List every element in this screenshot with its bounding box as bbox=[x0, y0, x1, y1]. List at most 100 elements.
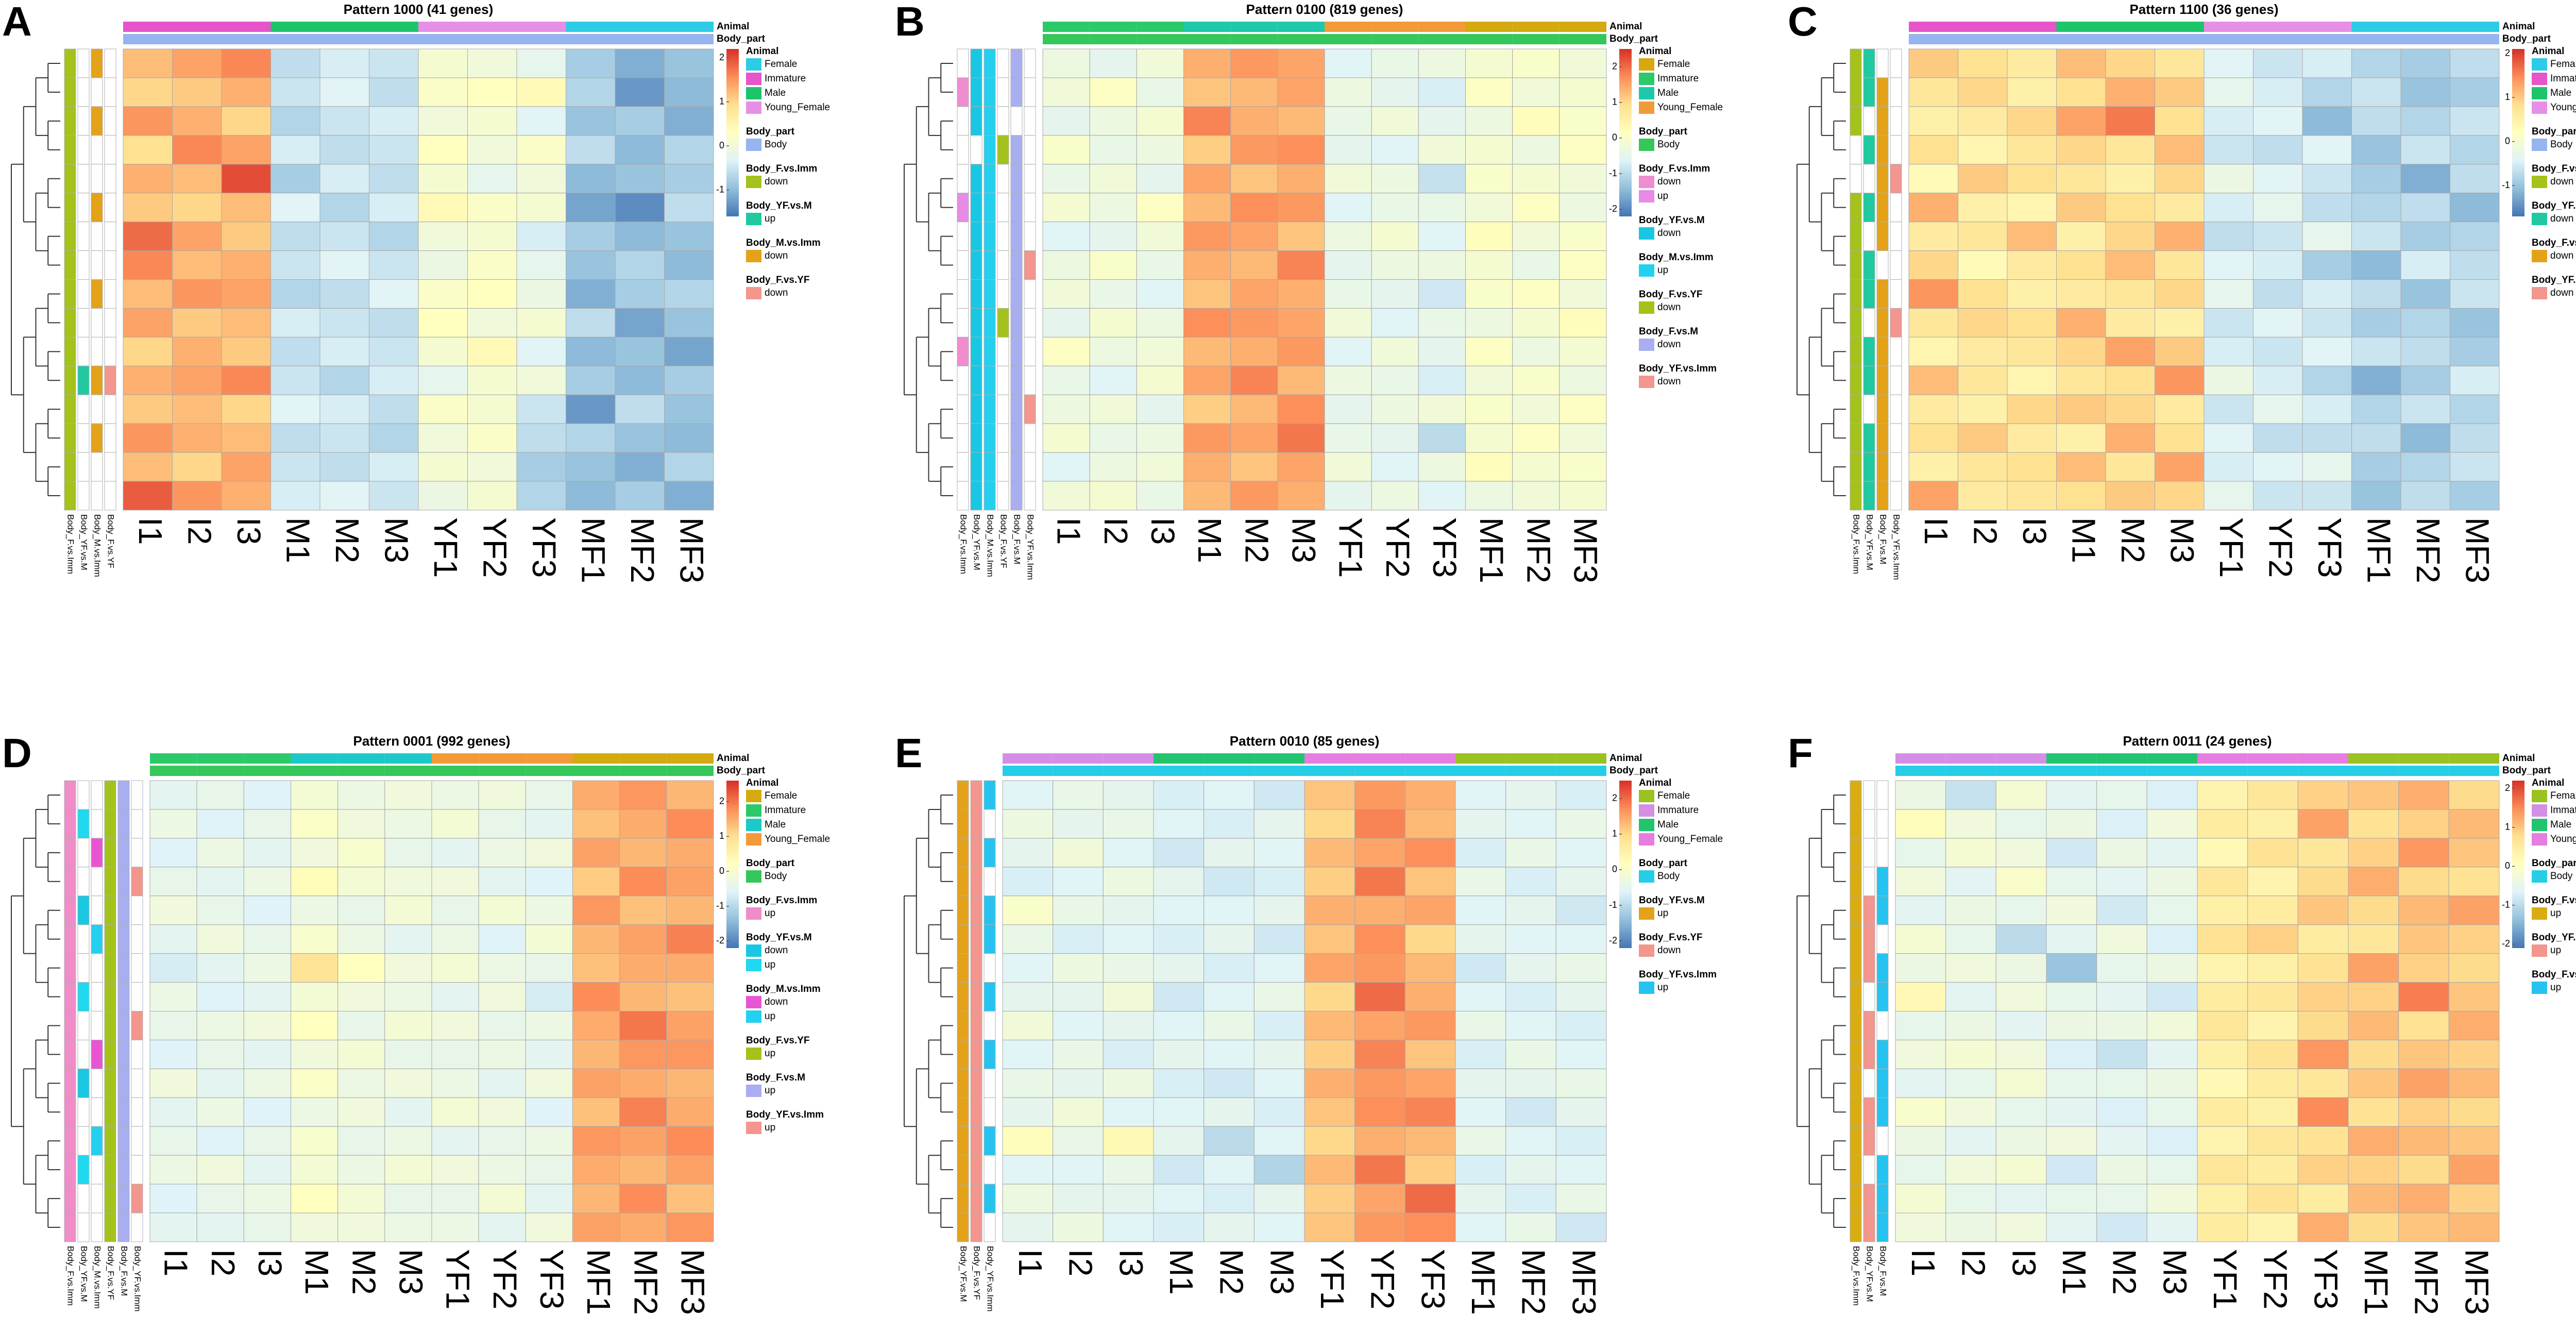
heatmap-cell bbox=[1204, 1039, 1255, 1069]
row-annotation-cell bbox=[997, 452, 1009, 482]
legend-title: Body_YF.vs.Imm bbox=[1639, 969, 1717, 980]
heatmap-cell bbox=[369, 423, 419, 453]
column-annotation-name: Animal bbox=[1609, 753, 1642, 764]
column-annotation-cell bbox=[1230, 34, 1278, 44]
legend-label: Female bbox=[1657, 790, 1690, 801]
heatmap-cell bbox=[1230, 481, 1278, 511]
row-annotation-cell bbox=[64, 481, 76, 511]
row-annotation-cell bbox=[91, 193, 103, 223]
heatmap-cell bbox=[1230, 423, 1278, 453]
row-annotation-cell bbox=[91, 953, 103, 983]
heatmap-cell bbox=[2253, 308, 2303, 337]
heatmap-cell bbox=[172, 77, 222, 107]
heatmap-cell bbox=[319, 336, 369, 366]
heatmap-cell bbox=[1455, 1097, 1506, 1127]
column-annotation-cell bbox=[2204, 34, 2253, 44]
heatmap-cell bbox=[1505, 953, 1556, 983]
column-annotation-cell bbox=[1043, 22, 1090, 32]
heatmap-cell bbox=[2351, 77, 2401, 107]
heatmap-cell bbox=[1204, 896, 1255, 925]
heatmap-cell bbox=[1895, 780, 1946, 810]
column-annotation-cell bbox=[1304, 766, 1355, 776]
column-annotation-cell bbox=[1254, 753, 1304, 764]
column-label: I2 bbox=[181, 517, 218, 545]
row-annotation-cell bbox=[1876, 780, 1889, 810]
row-annotation-cell bbox=[77, 365, 90, 395]
heatmap-cell bbox=[2096, 1097, 2147, 1127]
row-annotation-cell bbox=[1863, 164, 1875, 194]
column-label: YF2 bbox=[2262, 517, 2299, 578]
heatmap-cell bbox=[291, 1212, 338, 1242]
heatmap-cell bbox=[1465, 365, 1513, 395]
legend-swatch bbox=[1639, 339, 1654, 351]
heatmap-cell bbox=[2046, 1097, 2097, 1127]
heatmap-cell bbox=[1945, 896, 1996, 925]
heatmap-cell bbox=[1089, 135, 1137, 165]
heatmap-cell bbox=[2400, 250, 2450, 280]
heatmap-cell bbox=[270, 193, 320, 223]
heatmap-cell bbox=[619, 1011, 667, 1040]
heatmap-cell bbox=[1895, 924, 1946, 954]
column-annotation-cell bbox=[1418, 34, 1466, 44]
heatmap-cell bbox=[2253, 193, 2303, 223]
legend-swatch bbox=[746, 1122, 761, 1134]
heatmap-cell bbox=[149, 1212, 197, 1242]
heatmap-cell bbox=[123, 193, 173, 223]
heatmap-cell bbox=[666, 953, 714, 983]
heatmap-cell bbox=[2096, 780, 2147, 810]
heatmap-cell bbox=[1053, 924, 1104, 954]
row-annotation-name: Body_F.vs.YF bbox=[106, 1246, 116, 1300]
legend-label: down bbox=[765, 250, 788, 261]
column-annotation-cell bbox=[2449, 753, 2499, 764]
heatmap-cell bbox=[2056, 452, 2106, 482]
row-annotation-cell bbox=[1876, 308, 1889, 337]
column-annotation-cell bbox=[1154, 766, 1204, 776]
row-annotation-cell bbox=[77, 809, 90, 839]
heatmap-cell bbox=[1945, 867, 1996, 897]
heatmap-cell bbox=[1958, 222, 2008, 251]
row-annotation-cell bbox=[970, 394, 982, 424]
row-annotation-cell bbox=[1863, 250, 1875, 280]
heatmap-cell bbox=[525, 838, 573, 868]
heatmap-cell bbox=[2302, 193, 2352, 223]
heatmap-cell bbox=[1958, 48, 2008, 78]
row-annotation-cell bbox=[984, 106, 996, 136]
row-annotation-cell bbox=[104, 1011, 116, 1040]
heatmap-cell bbox=[418, 365, 468, 395]
legend-swatch bbox=[1639, 190, 1654, 202]
row-annotation-cell bbox=[970, 1184, 982, 1213]
heatmap-cell bbox=[243, 780, 292, 810]
heatmap-cell bbox=[525, 1184, 573, 1213]
column-annotation-cell bbox=[467, 34, 517, 44]
column-annotation-cell bbox=[1003, 753, 1053, 764]
heatmap-cell bbox=[418, 308, 468, 337]
legend-title: Body_part bbox=[746, 858, 795, 869]
heatmap-cell bbox=[319, 77, 369, 107]
row-annotation-cell bbox=[984, 953, 996, 983]
heatmap-cell bbox=[1183, 222, 1231, 251]
heatmap-cell bbox=[1908, 222, 1958, 251]
column-annotation-cell bbox=[1137, 22, 1184, 32]
row-annotation-cell bbox=[997, 106, 1009, 136]
column-annotation-cell bbox=[320, 22, 369, 32]
heatmap-cell bbox=[2253, 250, 2303, 280]
row-annotation-cell bbox=[64, 77, 76, 107]
column-annotation-cell bbox=[2046, 753, 2097, 764]
row-annotation-cell bbox=[104, 365, 116, 395]
row-annotation-name: Body_F.vs.YF bbox=[972, 1246, 982, 1300]
heatmap-cell bbox=[2297, 1212, 2349, 1242]
heatmap-cell bbox=[319, 106, 369, 136]
row-annotation-cell bbox=[1863, 1011, 1875, 1040]
heatmap-cell bbox=[1995, 896, 2047, 925]
column-annotation-cell bbox=[1254, 766, 1304, 776]
heatmap-cell bbox=[1995, 1011, 2047, 1040]
colorbar bbox=[2512, 781, 2524, 948]
legend-swatch bbox=[1639, 790, 1654, 802]
legend-title: Animal bbox=[1639, 46, 1671, 57]
heatmap-cell bbox=[2448, 982, 2500, 1011]
heatmap-cell bbox=[1230, 48, 1278, 78]
heatmap-cell bbox=[1455, 809, 1506, 839]
row-annotation-cell bbox=[91, 279, 103, 309]
heatmap-cell bbox=[1204, 867, 1255, 897]
heatmap-cell bbox=[2046, 1155, 2097, 1185]
